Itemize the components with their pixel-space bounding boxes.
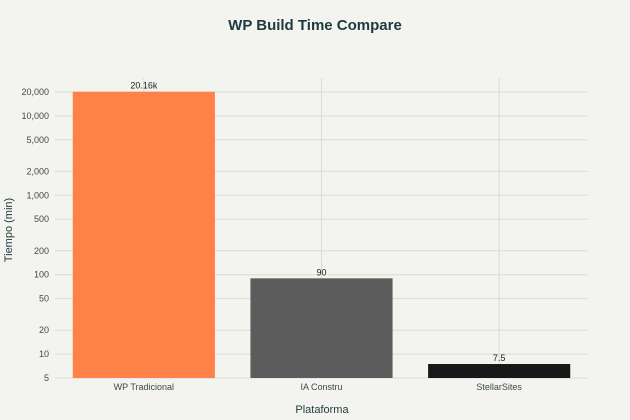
y-tick-label: 5 bbox=[44, 373, 49, 383]
y-tick-label: 10 bbox=[39, 349, 49, 359]
chart-title: WP Build Time Compare bbox=[228, 17, 402, 34]
x-axis-ticks: WP Tradicional IA Constru StellarSites bbox=[114, 382, 523, 392]
y-tick-label: 100 bbox=[34, 270, 49, 280]
x-tick-label: IA Constru bbox=[300, 382, 342, 392]
bar[interactable] bbox=[250, 278, 393, 378]
x-tick-label: WP Tradicional bbox=[114, 382, 174, 392]
bar[interactable] bbox=[428, 364, 571, 378]
y-tick-label: 2,000 bbox=[26, 166, 49, 176]
y-axis-ticks: 5 10 20 50 100 200 500 1,000 2,000 5,000 10,000 20,… bbox=[21, 87, 49, 383]
y-axis-label: Tiempo (min) bbox=[3, 198, 15, 262]
y-tick-label: 200 bbox=[34, 246, 49, 256]
bar-value-label: 20.16k bbox=[130, 81, 158, 91]
y-tick-label: 10,000 bbox=[21, 111, 49, 121]
y-tick-label: 20 bbox=[39, 325, 49, 335]
bar-value-label: 90 bbox=[316, 267, 326, 277]
bar[interactable] bbox=[72, 91, 215, 379]
y-tick-label: 50 bbox=[39, 294, 49, 304]
bars: 20.16k 90 7.5 bbox=[72, 81, 571, 379]
bar-value-label: 7.5 bbox=[493, 353, 506, 363]
y-tick-label: 5,000 bbox=[26, 135, 49, 145]
y-tick-label: 1,000 bbox=[26, 190, 49, 200]
y-tick-label: 20,000 bbox=[21, 87, 49, 97]
x-axis-label: Plataforma bbox=[295, 404, 349, 416]
x-tick-label: StellarSites bbox=[476, 382, 522, 392]
y-tick-label: 500 bbox=[34, 214, 49, 224]
